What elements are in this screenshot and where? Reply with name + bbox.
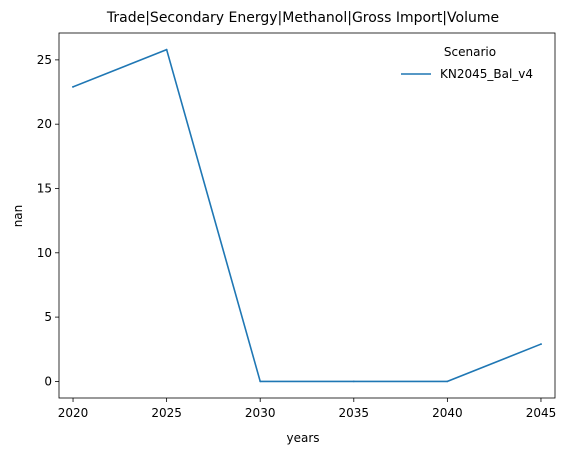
x-tick-label: 2030 [245,406,276,420]
y-tick-label: 10 [37,246,52,260]
x-tick-label: 2035 [339,406,370,420]
x-tick-label: 2045 [526,406,557,420]
data-point [352,380,355,383]
y-tick-label: 25 [37,53,52,67]
y-tick-label: 5 [44,310,52,324]
series-line-0 [71,48,543,383]
data-point [72,85,74,88]
x-axis-label: years [286,431,319,445]
y-axis-ticks: 0 5 10 15 20 25 [37,53,59,388]
data-point [259,380,262,383]
plot-frame [58,32,556,399]
legend-title: Scenario [444,45,496,59]
data-point [540,343,542,346]
x-tick-label: 2020 [58,406,89,420]
y-axis-label: nan [11,205,25,228]
chart-title: Trade|Secondary Energy|Methanol|Gross Im… [106,10,499,26]
legend: Scenario KN2045_Bal_v4 [401,45,533,81]
y-tick-label: 15 [37,181,52,195]
x-tick-label: 2040 [432,406,463,420]
legend-items: KN2045_Bal_v4 [401,67,533,81]
data-point [165,48,168,51]
x-tick-label: 2025 [151,406,182,420]
legend-label: KN2045_Bal_v4 [440,67,533,81]
x-axis-ticks: 2020 2025 2030 2035 2040 2045 [58,398,556,420]
y-tick-label: 0 [44,374,52,388]
series-layer [71,48,543,383]
data-point [446,380,449,383]
y-tick-label: 20 [37,117,52,131]
